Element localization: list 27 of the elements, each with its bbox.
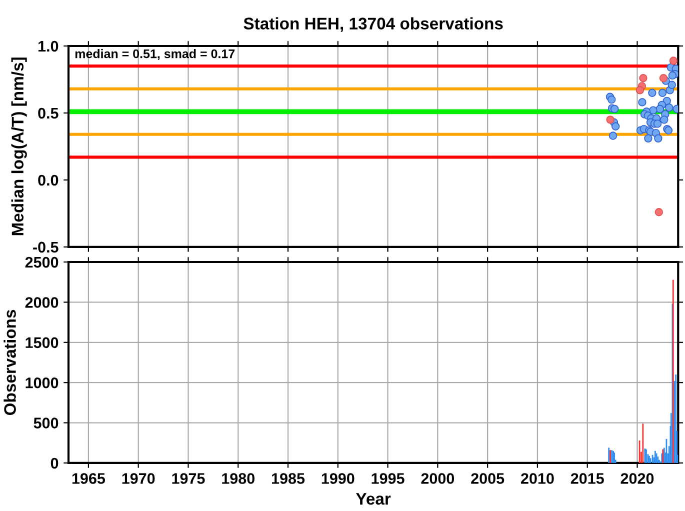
x-tick-label: 1990 [322, 473, 354, 484]
y-tick-label: 1000 [26, 377, 58, 388]
x-tick-label: 2010 [521, 473, 554, 484]
x-tick-label: 1995 [372, 473, 404, 484]
y-tick-label: 2000 [25, 297, 58, 308]
y-tick-label: 1.0 [38, 40, 58, 52]
x-tick-label: 1985 [272, 473, 305, 484]
y-tick-label: 1500 [26, 337, 58, 348]
x-tick-label: 1965 [72, 473, 106, 484]
x-axis-title: Year [356, 493, 391, 505]
x-tick-label: 2000 [421, 473, 454, 484]
y-axis-title: Observations [4, 310, 16, 416]
y-tick-label: 0 [50, 458, 58, 469]
x-tick-label: 1975 [172, 473, 205, 484]
y-tick-label: 500 [34, 418, 58, 428]
x-tick-label: 1980 [222, 473, 254, 484]
y-tick-label: 0.0 [38, 174, 58, 186]
y-axis-title: Median log(A/T) [nm/s] [11, 58, 27, 236]
y-tick-label: 2500 [25, 256, 58, 268]
y-tick-label: -0.5 [33, 242, 58, 253]
x-tick-label: 2020 [620, 473, 654, 484]
x-tick-label: 2015 [570, 473, 604, 484]
x-tick-label: 1970 [122, 473, 155, 484]
annotation: median = 0.51, smad = 0.17 [75, 49, 235, 60]
chart-title: Station HEH, 13704 observations [244, 17, 503, 32]
y-tick-label: 0.5 [38, 108, 58, 119]
x-tick-label: 2005 [471, 473, 504, 484]
